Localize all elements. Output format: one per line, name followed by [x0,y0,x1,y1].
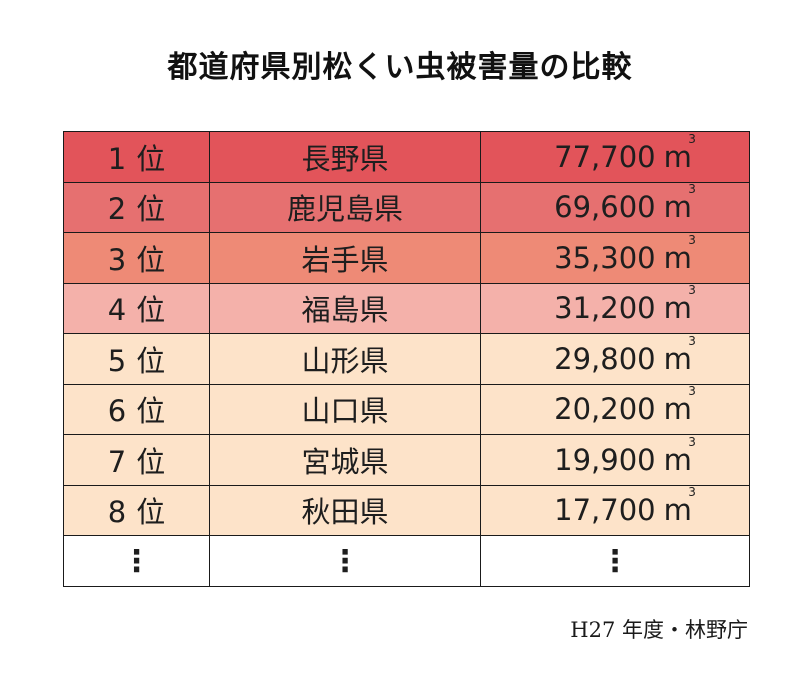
volume-unit-superscript: 3 [688,283,696,298]
volume-cell: 20,200 m 3 [480,383,750,435]
rank-suffix: 位 [136,444,166,479]
table-row: 6 位山口県 20,200 m 3 [63,383,750,435]
volume-cell: 35,300 m 3 [480,232,750,284]
volume-cell: 31,200 m 3 [480,282,750,334]
volume-unit-base: m [663,139,692,174]
table-row: 2 位鹿児島県 69,600 m 3 [63,181,750,233]
volume-unit-base: m [663,493,692,528]
source-note: H27 年度・林野庁 [570,618,748,642]
volume-value-group: 20,200 m 3 [554,384,696,427]
rank-suffix: 位 [136,242,166,277]
volume-value-group: 19,900 m 3 [554,435,696,477]
ellipsis-volume-glyph: ⋮ [600,543,630,579]
volume-value: 17,700 [554,493,656,528]
prefecture-cell: 岩手県 [209,232,481,284]
volume-unit-superscript: 3 [688,384,696,399]
volume-unit-superscript: 3 [688,485,696,500]
volume-value: 69,600 [554,190,656,225]
prefecture-cell: 福島県 [209,282,481,334]
prefecture-cell: 山形県 [209,333,481,385]
rank-suffix: 位 [136,495,166,530]
volume-unit-base: m [663,442,692,477]
volume-value-group: 69,600 m 3 [554,182,696,225]
volume-unit-superscript: 3 [688,182,696,197]
volume-unit-superscript: 3 [688,434,696,449]
volume-value: 31,200 [554,291,656,326]
rank-suffix: 位 [136,141,166,176]
table-row: 1 位長野県 77,700 m 3 [63,131,750,183]
volume-cell: 69,600 m 3 [480,181,750,233]
volume-unit-superscript: 3 [688,333,696,348]
volume-cell: 17,700 m 3 [480,484,750,536]
table-row: 7 位宮城県 19,900 m 3 [63,434,750,486]
volume-value: 29,800 [554,341,656,376]
volume-unit-base: m [663,392,692,427]
volume-unit-base: m [663,190,692,225]
chart-title: 都道府県別松くい虫被害量の比較 [167,50,633,85]
table-row: 8 位秋田県 17,700 m 3 [63,484,750,536]
ellipsis-prefecture-cell: ⋮ [209,535,481,587]
prefecture-cell: 長野県 [209,131,481,183]
rank-suffix: 位 [136,192,166,227]
volume-unit-base: m [663,240,692,275]
volume-value-group: 17,700 m 3 [554,485,696,528]
volume-cell: 77,700 m 3 [480,131,750,183]
prefecture-cell: 宮城県 [209,434,481,486]
ellipsis-row: ⋮ ⋮ ⋮ [63,535,750,587]
rank-number: 6 [107,394,127,429]
table-row: 5 位山形県 29,800 m 3 [63,333,750,385]
volume-value: 19,900 [554,442,656,477]
volume-value: 77,700 [554,139,656,174]
volume-value: 35,300 [554,240,656,275]
volume-value-group: 31,200 m 3 [554,283,696,326]
rank-number: 4 [107,293,127,328]
prefecture-cell: 鹿児島県 [209,181,481,233]
ellipsis-volume-cell: ⋮ [480,535,750,587]
volume-value-group: 29,800 m 3 [554,334,696,376]
volume-unit-superscript: 3 [688,131,696,146]
table-row: 3 位岩手県 35,300 m 3 [63,232,750,284]
volume-cell: 29,800 m 3 [480,333,750,385]
volume-unit-base: m [663,341,692,376]
ellipsis-rank-glyph: ⋮ [121,543,152,579]
rank-number: 8 [107,495,127,530]
volume-value: 20,200 [554,392,656,427]
volume-unit-base: m [663,291,692,326]
rank-suffix: 位 [136,293,166,328]
rank-number: 2 [107,192,127,227]
ranking-table-body: 1 位長野県 77,700 m 3 2 位鹿児島県 69,600 m 3 3 位岩手県 35,300 m 3… [63,131,750,587]
rank-number: 1 [107,141,127,176]
prefecture-cell: 山口県 [209,383,481,435]
table-row: 4 位福島県 31,200 m 3 [63,282,750,334]
prefecture-cell: 秋田県 [209,484,481,536]
volume-cell: 19,900 m 3 [480,434,750,486]
ellipsis-prefecture-glyph: ⋮ [330,543,360,579]
rank-number: 5 [107,343,127,378]
ellipsis-rank-cell: ⋮ [63,535,210,587]
volume-unit-superscript: 3 [688,232,696,247]
rank-suffix: 位 [136,394,166,429]
rank-number: 7 [107,444,127,479]
rank-suffix: 位 [136,343,166,378]
volume-value-group: 77,700 m 3 [554,132,696,174]
ranking-table: 1 位長野県 77,700 m 3 2 位鹿児島県 69,600 m 3 3 位岩手県 35,300 m 3… [63,131,750,587]
volume-value-group: 35,300 m 3 [554,233,696,275]
rank-number: 3 [107,242,127,277]
